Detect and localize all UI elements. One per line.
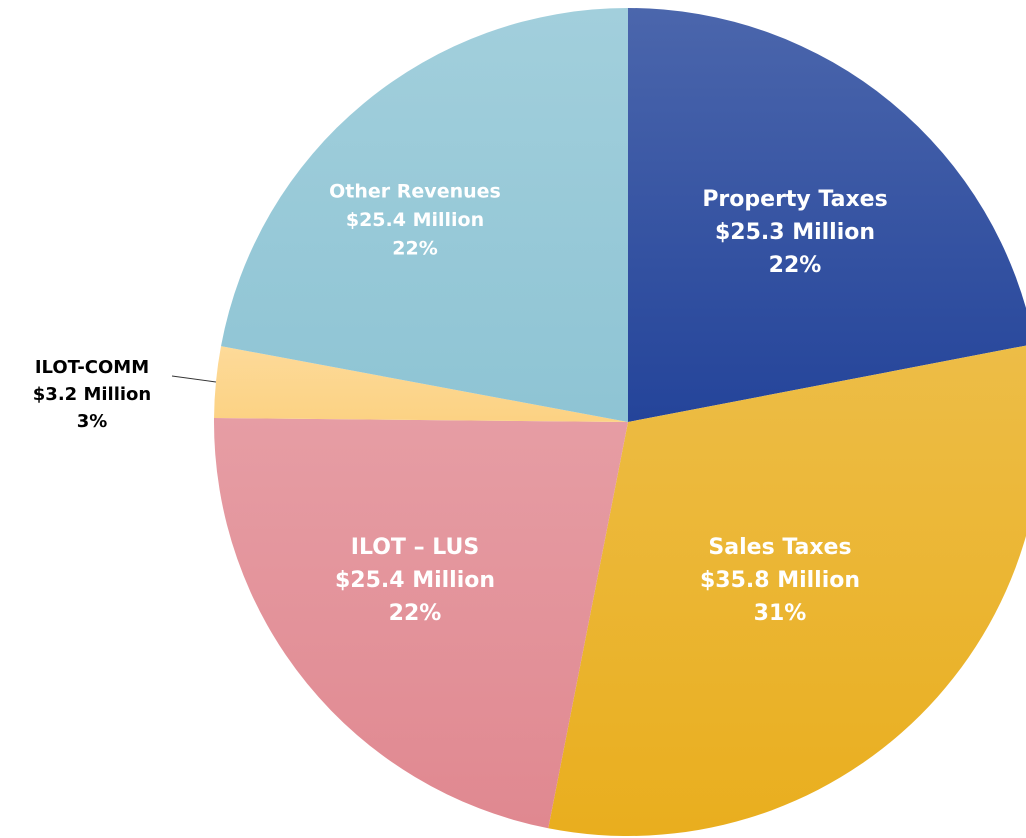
slice-name: ILOT – LUS xyxy=(351,535,479,560)
slice-name: ILOT-COMM xyxy=(35,357,149,378)
slice-percent: 22% xyxy=(389,601,442,626)
slice-percent: 22% xyxy=(392,238,437,260)
pie-slice xyxy=(548,345,1026,836)
slice-name: Property Taxes xyxy=(702,187,887,212)
slice-amount: $25.3 Million xyxy=(715,220,875,245)
slice-amount: $25.4 Million xyxy=(346,209,484,231)
slice-amount: $3.2 Million xyxy=(33,384,151,405)
slice-name: Sales Taxes xyxy=(708,535,851,560)
slice-amount: $35.8 Million xyxy=(700,568,860,593)
slice-amount: $25.4 Million xyxy=(335,568,495,593)
slice-percent: 31% xyxy=(754,601,807,626)
leader-line xyxy=(171,375,217,383)
slice-percent: 22% xyxy=(769,253,822,278)
pie-slice xyxy=(221,8,628,422)
pie xyxy=(214,8,1026,836)
slice-percent: 3% xyxy=(77,411,108,432)
labels: Property Taxes $25.3 Million 22% Sales Taxe… xyxy=(33,181,888,627)
slice-name: Other Revenues xyxy=(329,181,501,203)
pie-slice xyxy=(214,346,628,422)
pie-slice xyxy=(214,418,628,829)
pie-slice xyxy=(628,8,1026,422)
